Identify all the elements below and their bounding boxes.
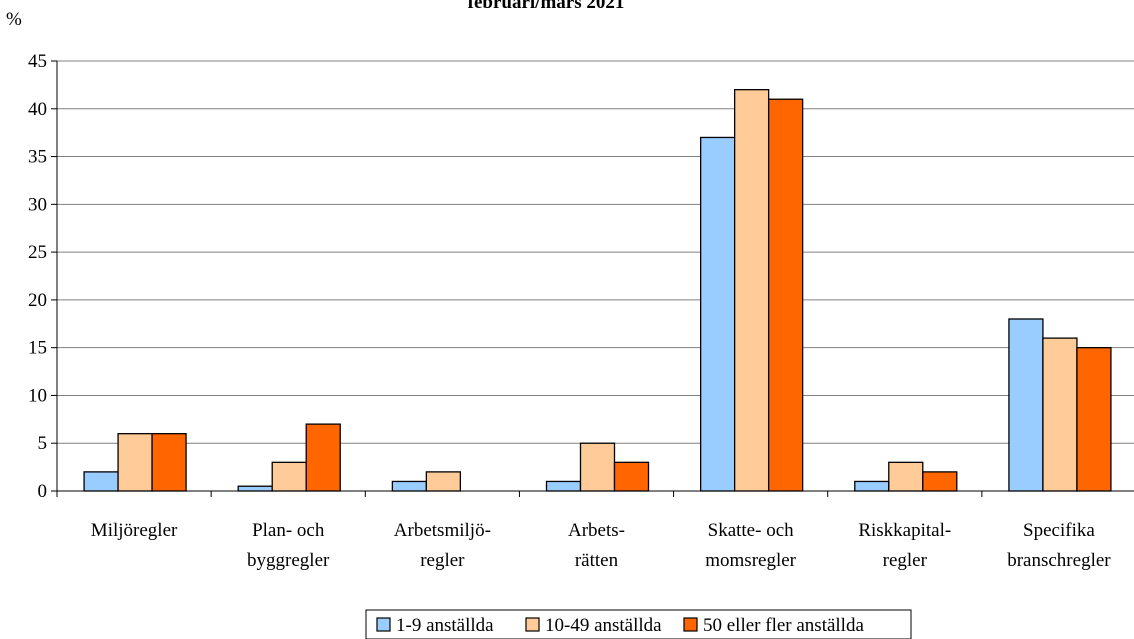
category-label: regler: [420, 550, 465, 571]
bar-3-2: [305, 423, 341, 492]
bar-1-3: [391, 480, 428, 492]
y-tick-label: 45: [28, 51, 47, 72]
bar-3-5: [767, 98, 804, 492]
bars: [83, 89, 1112, 492]
y-tick-label: 15: [28, 338, 47, 359]
bar-1-6: [854, 480, 890, 492]
y-tick-label: 35: [28, 147, 47, 168]
bar-2-2: [271, 461, 307, 492]
y-tick-label: 5: [38, 433, 48, 454]
bar-3-7: [1076, 347, 1112, 492]
category-label: byggregler: [247, 550, 330, 571]
bar-1-1: [83, 471, 119, 492]
y-tick-label: 10: [28, 385, 47, 406]
category-label: Plan- och: [252, 520, 325, 541]
y-tick-label: 20: [28, 290, 47, 311]
y-axis-label: %: [6, 9, 22, 30]
legend-label: 1-9 anställda: [396, 615, 494, 636]
category-label: Miljöregler: [91, 520, 178, 541]
y-tick-labels: 0 5 10 15 20 25 30 35 40 45: [28, 51, 47, 502]
legend-swatch: [683, 617, 698, 632]
category-label: momsregler: [705, 550, 796, 571]
bar-2-4: [579, 442, 616, 492]
category-label: Skatte- och: [708, 520, 795, 541]
category-label: Arbets-: [568, 520, 625, 541]
chart-title: februari/mars 2021: [468, 0, 625, 13]
bar-1-2: [237, 485, 273, 492]
bar-3-6: [922, 471, 958, 492]
legend-swatch: [376, 617, 391, 632]
bar-3-4: [613, 461, 650, 492]
y-tick-label: 0: [38, 481, 48, 502]
legend-label: 10-49 anställda: [545, 615, 662, 636]
bar-1-7: [1008, 318, 1044, 492]
category-label: rätten: [575, 550, 619, 571]
category-label: regler: [883, 550, 928, 571]
legend-swatch: [525, 617, 540, 632]
y-tick-label: 40: [28, 99, 47, 120]
bar-2-3: [425, 471, 462, 492]
bar-2-7: [1042, 337, 1078, 492]
bar-1-4: [545, 480, 582, 492]
category-label: Arbetsmiljö-: [394, 520, 491, 541]
category-label: branschregler: [1007, 550, 1111, 571]
bar-2-1: [117, 433, 153, 492]
category-label: Specifika: [1023, 520, 1095, 541]
legend: 1-9 anställda 10-49 anställda 50 eller fle…: [365, 609, 912, 639]
bar-2-5: [733, 89, 770, 492]
legend-label: 50 eller fler anställda: [703, 615, 864, 636]
y-tick-label: 25: [28, 242, 47, 263]
axes: [51, 60, 1134, 497]
legend-box: [365, 609, 912, 639]
bar-2-6: [888, 461, 924, 492]
category-label: Riskkapital-: [858, 520, 951, 541]
bar-1-5: [699, 136, 736, 492]
gridlines: [57, 60, 1134, 444]
y-tick-label: 30: [28, 194, 47, 215]
bar-3-1: [151, 433, 187, 492]
category-labels: Miljöregler Plan- och byggregler Arbetsmilj…: [91, 520, 1111, 571]
